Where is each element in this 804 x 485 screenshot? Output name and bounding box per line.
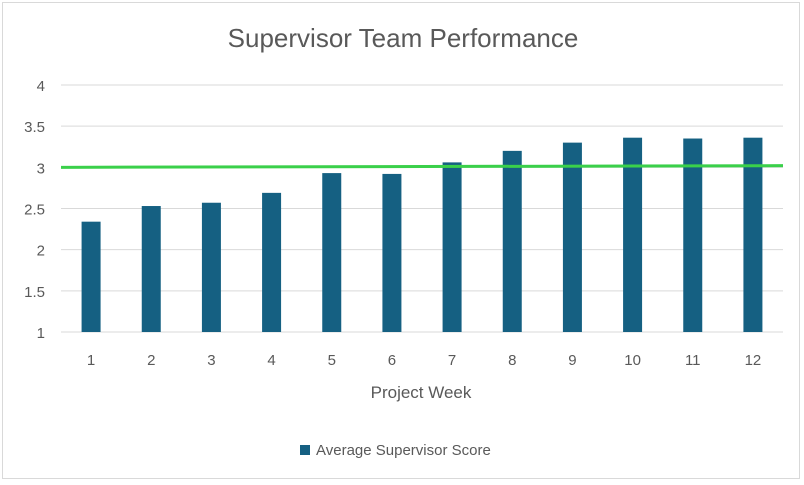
legend-label: Average Supervisor Score [316,442,491,459]
bar [382,173,402,332]
x-axis-ticks: 1 2 3 4 5 6 7 8 9 10 11 12 [87,352,761,369]
x-tick-label: 2 [147,352,155,369]
y-axis-ticks: 1 1.5 2 2.5 3 3.5 4 [24,78,45,342]
y-tick-label: 2.5 [24,202,45,219]
bar [623,137,643,332]
x-tick-label: 5 [328,352,336,369]
x-tick-label: 8 [508,352,516,369]
bar [502,150,522,332]
reference-line-layer [60,164,784,169]
gridlines [61,84,783,333]
x-axis-title: Project Week [371,383,472,402]
bar [262,192,282,332]
y-tick-label: 1.5 [24,284,45,301]
bar [141,206,161,332]
bar [201,202,221,332]
bars [81,137,763,332]
x-tick-label: 9 [568,352,576,369]
chart-title: Supervisor Team Performance [228,23,579,53]
y-tick-label: 2 [37,243,45,260]
x-tick-label: 11 [685,352,701,369]
bar [442,162,462,332]
x-tick-label: 10 [624,352,641,369]
reference-line [60,164,784,169]
legend-swatch [300,445,310,455]
y-tick-label: 4 [37,78,45,95]
bar [322,173,342,332]
x-tick-label: 12 [745,352,762,369]
y-tick-label: 3.5 [24,119,45,136]
x-tick-label: 3 [207,352,215,369]
bar [562,142,582,332]
bar [683,138,703,332]
legend: Average Supervisor Score [300,442,491,459]
y-tick-label: 3 [37,160,45,177]
x-tick-label: 7 [448,352,456,369]
bar [81,221,101,332]
bar-chart: Supervisor Team Performance 1 1.5 2 2.5 3 3.5… [24,23,784,459]
x-tick-label: 1 [87,352,95,369]
x-tick-label: 6 [388,352,396,369]
chart-frame: Supervisor Team Performance 1 1.5 2 2.5 3 3.5… [2,2,800,479]
y-tick-label: 1 [37,325,45,342]
bar [743,137,763,332]
x-tick-label: 4 [267,352,275,369]
